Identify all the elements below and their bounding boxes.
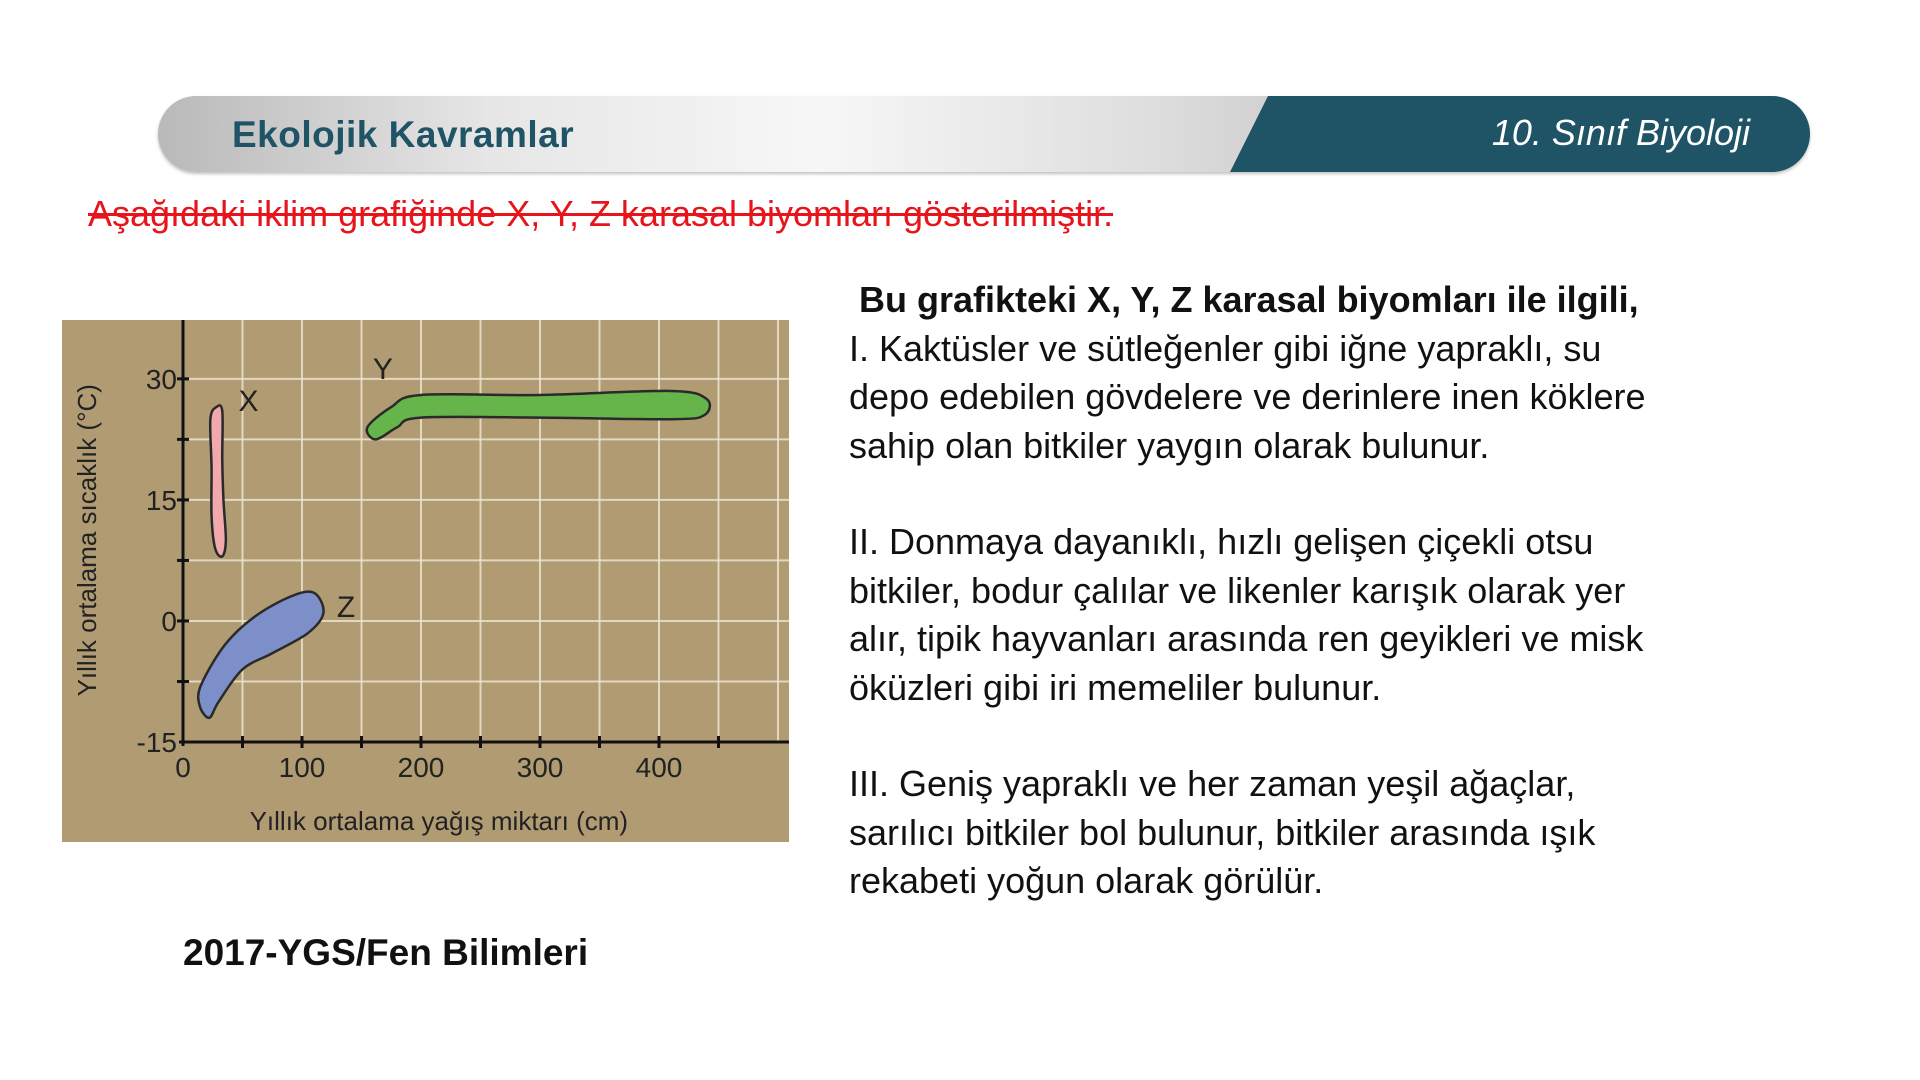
y-tick-label: 15 (146, 485, 177, 516)
statement-3-line: rekabeti yoğun olarak görülür. (849, 860, 1324, 901)
spacer (849, 470, 1646, 518)
biome-region-y (365, 389, 712, 441)
y-axis-label: Yıllık ortalama sıcaklık (°C) (72, 384, 102, 696)
statement-3-line: III. Geniş yapraklı ve her zaman yeşil a… (849, 763, 1576, 804)
statement-2-line: bitkiler, bodur çalılar ve likenler karı… (849, 569, 1626, 611)
header-accent (1230, 96, 1810, 172)
statement-2-line: alır, tipik hayvanları arasında ren geyi… (849, 618, 1644, 659)
x-tick-label: 100 (279, 752, 326, 783)
intro-text: Aşağıdaki iklim grafiğinde X, Y, Z karas… (88, 193, 1114, 234)
biome-label-y: Y (373, 353, 393, 386)
biome-label-x: X (238, 385, 258, 418)
statement-1-line: sahip olan bitkiler yaygın olarak bulunu… (849, 424, 1490, 466)
statement-3-line: sarılıcı bitkiler bol bulunur, bitkiler … (849, 811, 1596, 853)
spacer (849, 712, 1646, 760)
header-bar: Ekolojik Kavramlar 10. Sınıf Biyoloji (158, 96, 1810, 172)
question-heading: Bu grafikteki X, Y, Z karasal biyomları … (859, 279, 1639, 320)
statement-1-line: depo edebilen gövdelere ve derinlere ine… (849, 376, 1646, 417)
x-axis-label: Yıllık ortalama yağış miktarı (cm) (250, 806, 629, 836)
y-tick-label: 0 (161, 606, 177, 637)
statement-1-line: I. Kaktüsler ve sütleğenler gibi iğne ya… (849, 327, 1602, 369)
biome-region-z (196, 590, 325, 720)
x-tick-label: 200 (398, 752, 445, 783)
y-tick-label: -15 (137, 727, 177, 758)
question-text: Bu grafikteki X, Y, Z karasal biyomları … (849, 276, 1646, 906)
biome-region-x (208, 404, 228, 558)
header-subtitle: 10. Sınıf Biyoloji (1491, 112, 1750, 153)
header-title: Ekolojik Kavramlar (232, 114, 575, 155)
statement-2-line: II. Donmaya dayanıklı, hızlı gelişen çiç… (849, 521, 1594, 562)
x-tick-label: 0 (175, 752, 191, 783)
biome-label-z: Z (337, 591, 355, 624)
source-label: 2017-YGS/Fen Bilimleri (183, 932, 589, 973)
x-tick-label: 300 (517, 752, 564, 783)
statement-2-line: öküzleri gibi iri memeliler bulunur. (849, 666, 1382, 708)
x-tick-label: 400 (636, 752, 683, 783)
y-tick-label: 30 (146, 364, 177, 395)
